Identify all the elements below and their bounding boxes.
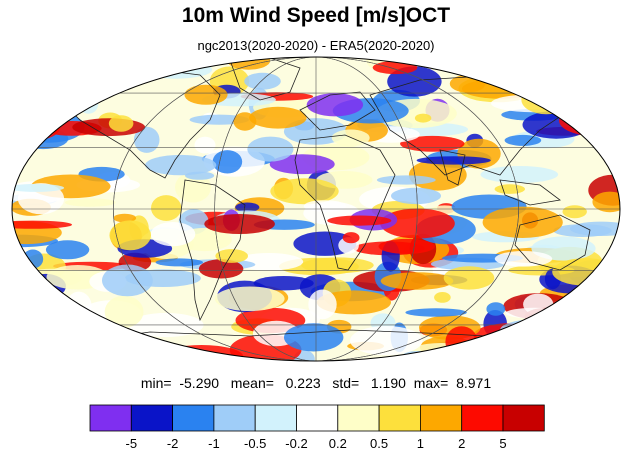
wind-difference-patch (215, 249, 248, 263)
wind-difference-patch (194, 136, 216, 154)
colorbar-box (213, 404, 256, 432)
wind-difference-patch (414, 113, 432, 123)
graticule (12, 57, 620, 361)
wind-difference-patch (109, 220, 151, 251)
wind-difference-patch (380, 272, 454, 290)
wind-difference-patch (434, 292, 451, 303)
colorbar-tick-label: -0.2 (285, 436, 307, 451)
wind-difference-patch (108, 115, 134, 132)
wind-difference-patch (64, 198, 116, 207)
colorbar-box (172, 404, 215, 432)
wind-difference-patch (331, 129, 370, 147)
australia-coastline (514, 214, 591, 271)
africa-coastline (294, 134, 396, 271)
wind-difference-patch (145, 154, 217, 176)
wind-difference-patch (249, 106, 307, 129)
colorbar-tick-label: -5 (126, 436, 138, 451)
wind-difference-patch (308, 289, 337, 320)
wind-difference-patch (327, 215, 392, 226)
colorbar-tick-label: 2 (458, 436, 465, 451)
colorbar-box (130, 404, 174, 432)
wind-difference-patch (284, 323, 344, 352)
land-masses (59, 57, 601, 351)
map-subtitle: ngc2013(2020-2020) - ERA5(2020-2020) (197, 38, 435, 53)
wind-difference-patch (235, 202, 260, 213)
colorbar-box (337, 404, 380, 432)
wind-difference-patch (102, 264, 153, 297)
wind-difference-patch (233, 112, 257, 131)
wind-difference-patch (391, 187, 441, 205)
colorbar-box (254, 404, 297, 432)
std-value: 1.190 (370, 375, 406, 391)
wind-difference-patch (480, 166, 559, 183)
max-value: 8.971 (456, 375, 492, 391)
wind-difference-patch (212, 150, 243, 174)
wind-difference-patch (253, 276, 314, 291)
wind-difference-patch (350, 326, 423, 356)
map-title: 10m Wind Speed [m/s]OCT (181, 4, 451, 27)
mean-label: mean= (230, 375, 274, 391)
wind-difference-patch (247, 136, 294, 162)
colorbar-box (89, 404, 132, 432)
colorbar-box (461, 404, 504, 432)
wind-difference-patch (270, 178, 339, 205)
colorbar-tick-label: -0.5 (244, 436, 266, 451)
colorbar-box (502, 404, 545, 432)
wind-difference-patch (198, 259, 244, 279)
wind-difference-patch (378, 238, 435, 254)
wind-difference-patch (150, 222, 196, 247)
wind-difference-patch (416, 156, 491, 165)
colorbar-tick-label: 1 (417, 436, 424, 451)
wind-difference-patch (562, 205, 587, 219)
min-label: min= (140, 375, 172, 391)
wind-difference-patch (12, 183, 65, 192)
wind-difference-patch (486, 302, 506, 316)
wind-difference-patch (184, 84, 228, 105)
wind-difference-patch (553, 224, 612, 238)
wind-difference-patch (482, 206, 563, 238)
wind-difference-patch (342, 232, 360, 244)
wind-difference-patch (380, 208, 455, 239)
colorbar-box (296, 404, 339, 432)
wind-difference-patch (155, 258, 204, 267)
statistics-line: min= -5.290 mean= 0.223 std= 1.190 max= … (0, 375, 632, 391)
wind-difference-patch (592, 191, 620, 213)
wind-difference-patch (306, 93, 364, 117)
wind-difference-patch (269, 154, 335, 175)
wind-difference-patch (113, 213, 137, 223)
maritime-continent-coastline (499, 179, 561, 206)
wind-difference-patch (214, 286, 285, 312)
colorbar-box (419, 404, 463, 432)
colorbar-tick-label: 0.2 (329, 436, 347, 451)
colorbar-boxes (89, 404, 545, 432)
std-label: std= (332, 375, 360, 391)
south-america-coastline (179, 179, 246, 322)
min-value: -5.290 (179, 375, 220, 391)
wind-difference-patch (104, 295, 144, 328)
max-label: max= (413, 375, 449, 391)
mean-value: 0.223 (285, 375, 321, 391)
wind-difference-patch (45, 240, 90, 260)
colorbar-box (378, 404, 421, 432)
colorbar-tick-label: -1 (208, 436, 220, 451)
wind-difference-patch (244, 72, 281, 90)
wind-difference-patch (204, 214, 275, 234)
wind-difference-patch (372, 61, 418, 75)
colorbar-tick-label: -2 (167, 436, 179, 451)
map-border (11, 56, 621, 362)
wind-difference-patch (405, 308, 467, 317)
colorbar-tick-label: 0.5 (370, 436, 388, 451)
wind-difference-patch (443, 266, 495, 290)
europe-coastline (299, 91, 376, 131)
colorbar-tick-label: 5 (499, 436, 506, 451)
india-coastline (439, 149, 466, 186)
colorbar-labels: -5 -2 -1 -0.5 -0.2 0.2 0.5 1 2 5 (126, 436, 507, 451)
wind-difference-patch (151, 195, 182, 221)
